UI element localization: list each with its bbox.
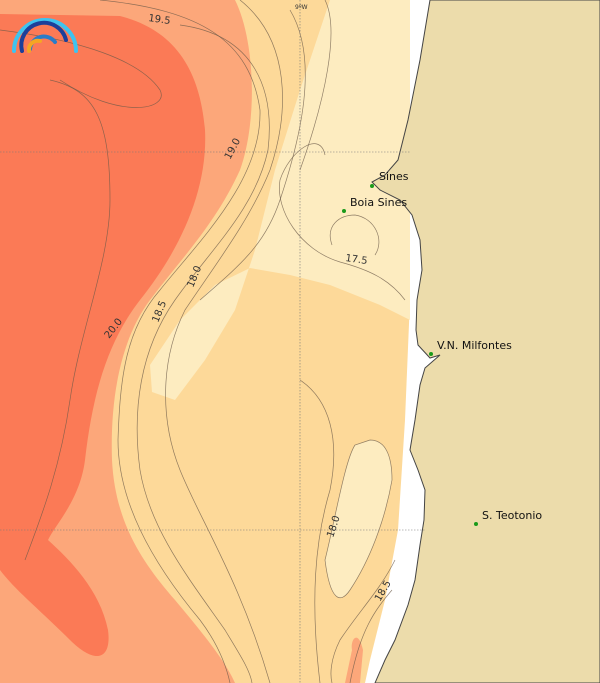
contour-label: 19.5: [148, 13, 172, 27]
contour-line: [330, 559, 396, 683]
contour-line: [136, 24, 270, 683]
contour-line: [324, 439, 393, 599]
teotonio-marker: [474, 522, 478, 526]
milfontes-marker: [429, 352, 433, 356]
land-portugal: [371, 0, 600, 683]
contour-line: [349, 589, 393, 683]
contour-label: 17.5: [345, 253, 369, 267]
contour-line: [199, 9, 306, 301]
contour-line: [99, 0, 261, 683]
place-label-sines: Sines: [379, 170, 409, 183]
contour-line: [299, 379, 335, 683]
place-label-teotonio: S. Teotonio: [482, 509, 542, 522]
contour-line: [24, 79, 111, 561]
logo-icon: [12, 18, 78, 53]
place-label-boia-sines: Boia Sines: [350, 196, 407, 209]
place-label-milfontes: V.N. Milfontes: [437, 339, 512, 352]
meridian-label: 9ºW: [295, 4, 308, 11]
contour-line: [165, 0, 283, 683]
sea-band-17-18-south: [325, 440, 392, 598]
contour-line: [279, 143, 406, 301]
boia-sines-marker: [342, 209, 346, 213]
sines-marker: [370, 184, 374, 188]
sea-band-above-20: [0, 14, 206, 657]
